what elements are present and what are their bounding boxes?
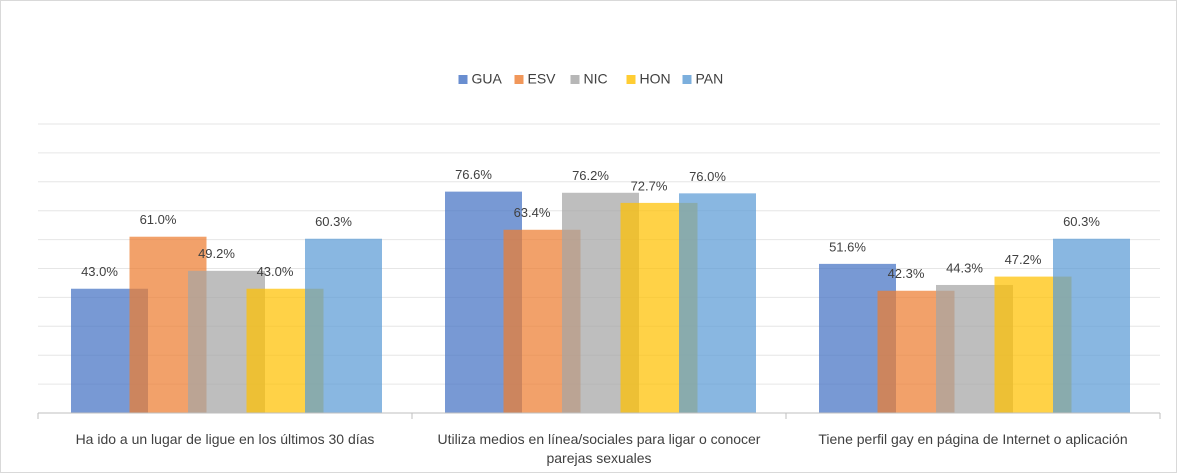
data-label: 44.3% xyxy=(946,260,983,275)
data-label: 63.4% xyxy=(514,205,551,220)
data-label: 43.0% xyxy=(257,264,294,279)
legend-label: HON xyxy=(640,71,671,87)
legend-label: ESV xyxy=(528,71,557,87)
legend-label: NIC xyxy=(584,71,608,87)
bar xyxy=(679,193,756,413)
legend-swatch xyxy=(682,75,692,84)
data-label: 43.0% xyxy=(81,264,118,279)
bar xyxy=(1053,238,1130,413)
data-label: 42.3% xyxy=(888,266,925,281)
legend-swatch xyxy=(626,75,636,84)
data-label: 51.6% xyxy=(829,239,866,254)
data-label: 61.0% xyxy=(140,212,177,227)
legend-swatch xyxy=(514,75,524,84)
data-label: 76.6% xyxy=(455,167,492,182)
data-label: 72.7% xyxy=(631,178,668,193)
x-tick-label: Tiene perfil gay en página de Internet o… xyxy=(818,431,1128,447)
legend-swatch xyxy=(458,75,468,84)
data-label: 76.0% xyxy=(689,169,726,184)
data-label: 60.3% xyxy=(315,214,352,229)
data-label: 60.3% xyxy=(1063,214,1100,229)
bar xyxy=(305,238,382,413)
data-label: 47.2% xyxy=(1005,252,1042,267)
x-tick-label: Ha ido a un lugar de ligue en los último… xyxy=(75,431,375,447)
x-tick-label: Utiliza medios en línea/sociales para li… xyxy=(437,431,761,466)
data-label: 76.2% xyxy=(572,168,609,183)
legend-label: PAN xyxy=(696,71,724,87)
legend-label: GUA xyxy=(472,71,503,87)
legend-swatch xyxy=(570,75,580,84)
data-label: 49.2% xyxy=(198,246,235,261)
